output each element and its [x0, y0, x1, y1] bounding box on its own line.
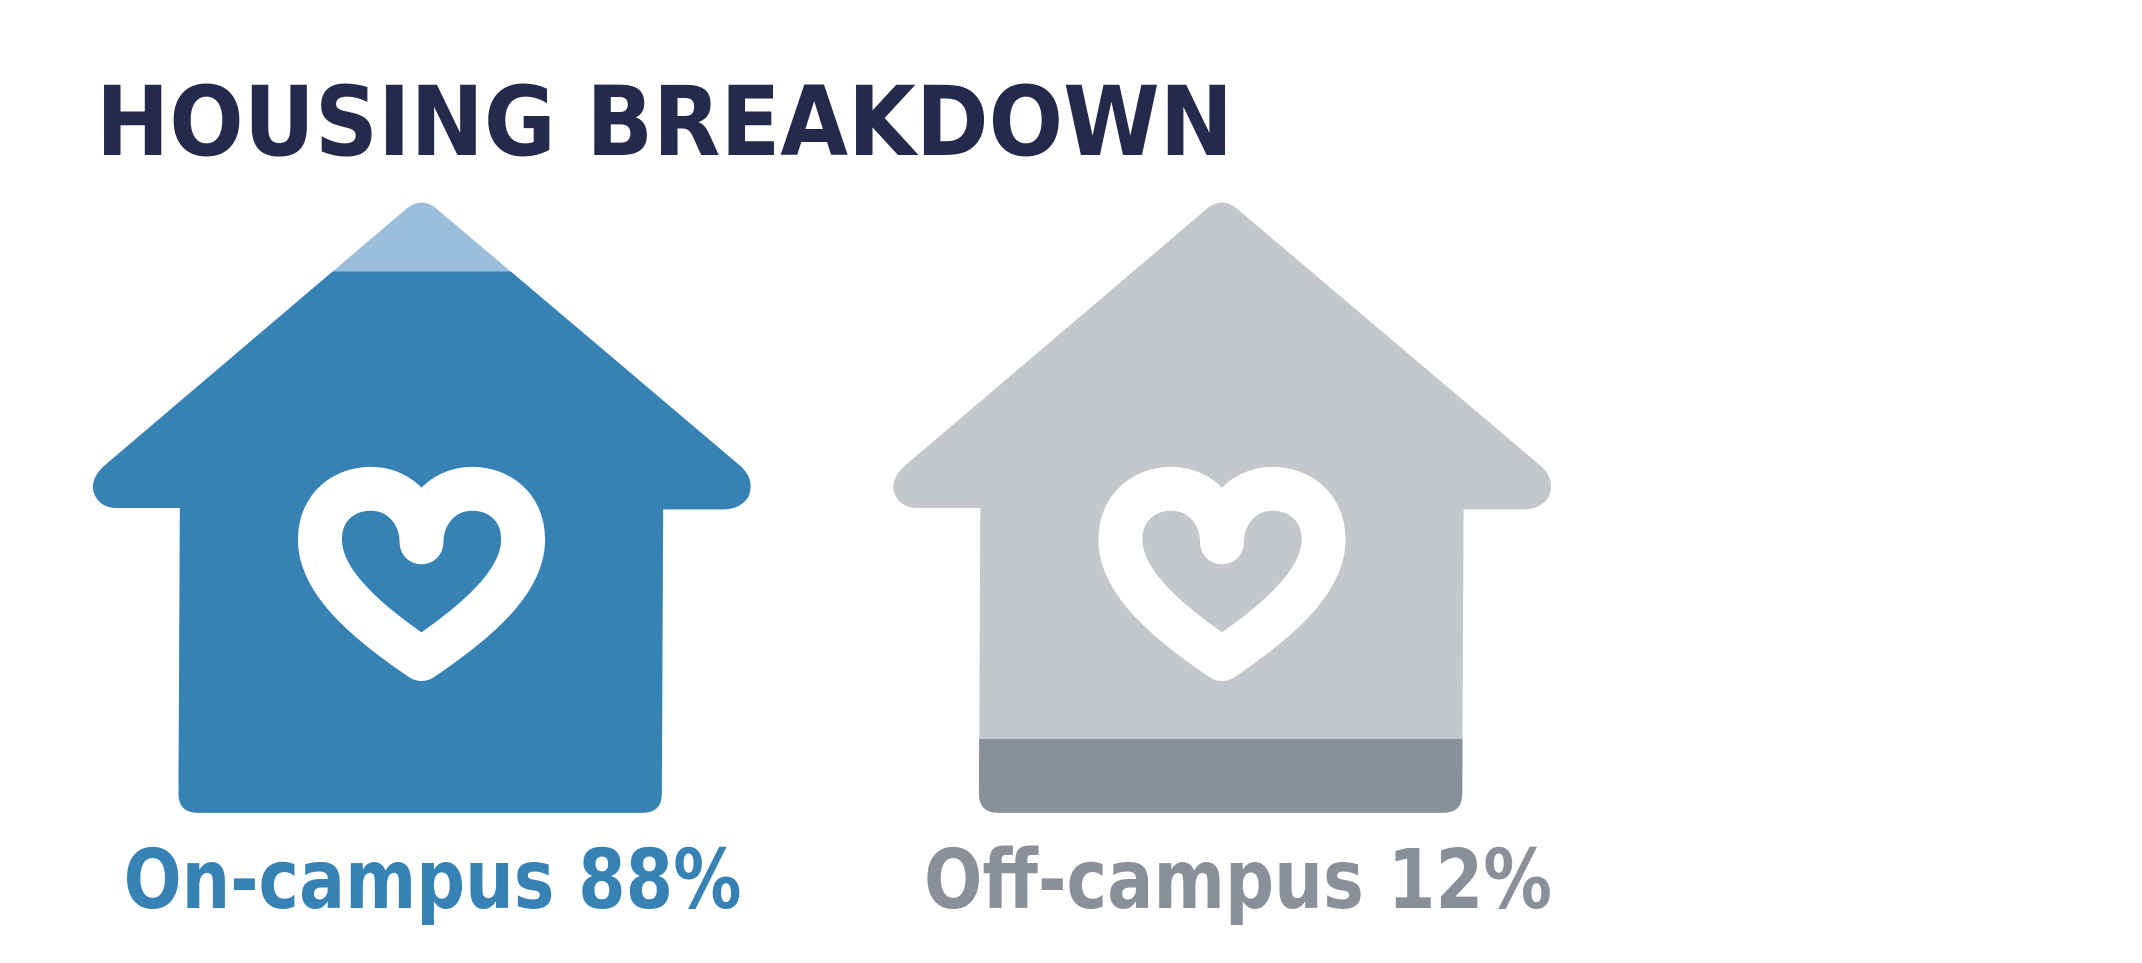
category-label: Off-campus 12%: [924, 833, 1552, 928]
category-name: Off-campus: [924, 833, 1364, 928]
house-fill: [893, 739, 1552, 813]
house: [92, 202, 751, 813]
heart-icon: [297, 466, 546, 682]
house: [893, 202, 1552, 813]
value-label: 88%: [578, 833, 741, 928]
category-label: On-campus 88%: [124, 833, 742, 928]
chart-title: HOUSING BREAKDOWN: [96, 66, 1233, 178]
value-label: 12%: [1388, 833, 1552, 928]
heart-icon: [1098, 466, 1346, 682]
category-name: On-campus: [124, 833, 555, 928]
